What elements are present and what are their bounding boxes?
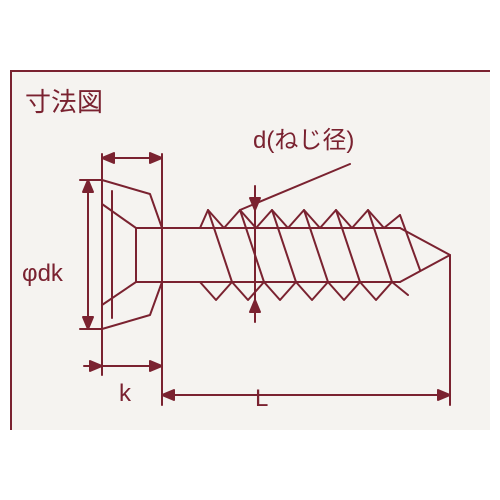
helix-6 [368,210,392,282]
label-k: k [119,380,131,408]
dim-L-arr-r [438,390,450,400]
dim-k-arr-r [150,361,162,371]
helix-2 [240,210,264,282]
helix-5 [336,210,360,282]
tip-helix [400,215,420,270]
thread-crest-bottom [200,282,408,300]
dim-k-arr-l [90,361,102,371]
label-d: d(ねじ径) [253,120,354,155]
screw-drawing [10,70,490,430]
helix-3 [272,210,296,282]
dim-phidk-arr-bot [83,317,93,329]
diagram-container: 寸法図 [0,0,500,500]
label-phidk: φdk [22,260,63,288]
helix-4 [304,210,328,282]
helix-1 [208,210,232,282]
dim-phidk-arr-top [83,180,93,192]
dim-top-arr-l [102,153,114,163]
dim-top-arr-r [150,153,162,163]
dim-L-arr-l [162,390,174,400]
label-L: L [255,385,268,413]
